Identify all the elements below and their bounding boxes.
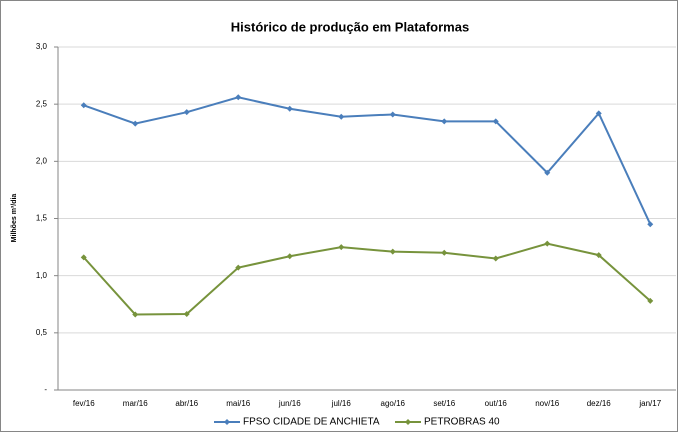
- legend-marker: [224, 419, 230, 425]
- point-marker: [183, 310, 190, 317]
- point-marker: [286, 105, 293, 112]
- point-marker: [595, 110, 602, 117]
- x-tick-label: jun/16: [278, 399, 301, 408]
- point-marker: [286, 253, 293, 260]
- x-tick-label: dez/16: [587, 399, 612, 408]
- x-tick-label: abr/16: [175, 399, 198, 408]
- point-marker: [132, 311, 139, 318]
- point-marker: [80, 254, 87, 261]
- point-marker: [389, 248, 396, 255]
- x-tick-label: nov/16: [535, 399, 560, 408]
- point-marker: [235, 264, 242, 271]
- point-marker: [544, 169, 551, 176]
- y-tick-label: 3,0: [36, 42, 48, 51]
- point-marker: [441, 118, 448, 125]
- y-tick-label: 1,0: [36, 271, 48, 280]
- legend-label: PETROBRAS 40: [424, 417, 500, 428]
- legend-label: FPSO CIDADE DE ANCHIETA: [243, 417, 380, 428]
- chart-title: Histórico de produção em Plataformas: [231, 19, 469, 34]
- point-marker: [80, 102, 87, 109]
- point-marker: [647, 297, 654, 304]
- y-tick-label: -: [44, 385, 47, 394]
- y-tick-label: 1,5: [36, 214, 48, 223]
- x-tick-label: set/16: [433, 399, 455, 408]
- series-line: [83, 242, 651, 316]
- point-marker: [338, 113, 345, 120]
- point-marker: [389, 111, 396, 118]
- point-marker: [441, 249, 448, 256]
- x-tick-label: ago/16: [381, 399, 406, 408]
- x-tick-label: mar/16: [123, 399, 148, 408]
- point-marker: [183, 109, 190, 116]
- point-marker: [132, 120, 139, 127]
- y-tick-label: 0,5: [36, 328, 48, 337]
- point-marker: [647, 221, 654, 228]
- x-tick-label: mai/16: [226, 399, 251, 408]
- x-tick-label: jul/16: [331, 399, 352, 408]
- point-marker: [492, 255, 499, 262]
- point-marker: [492, 118, 499, 125]
- series-line: [83, 96, 652, 225]
- point-marker: [595, 252, 602, 259]
- point-marker: [338, 244, 345, 251]
- legend-marker: [405, 419, 411, 425]
- y-tick-label: 2,0: [36, 156, 48, 165]
- point-marker: [235, 94, 242, 101]
- x-tick-label: fev/16: [73, 399, 95, 408]
- y-axis-label: Milhões m³/dia: [11, 194, 18, 243]
- x-tick-label: out/16: [485, 399, 508, 408]
- y-tick-label: 2,5: [36, 99, 48, 108]
- x-tick-label: jan/17: [638, 399, 661, 408]
- point-marker: [544, 240, 551, 247]
